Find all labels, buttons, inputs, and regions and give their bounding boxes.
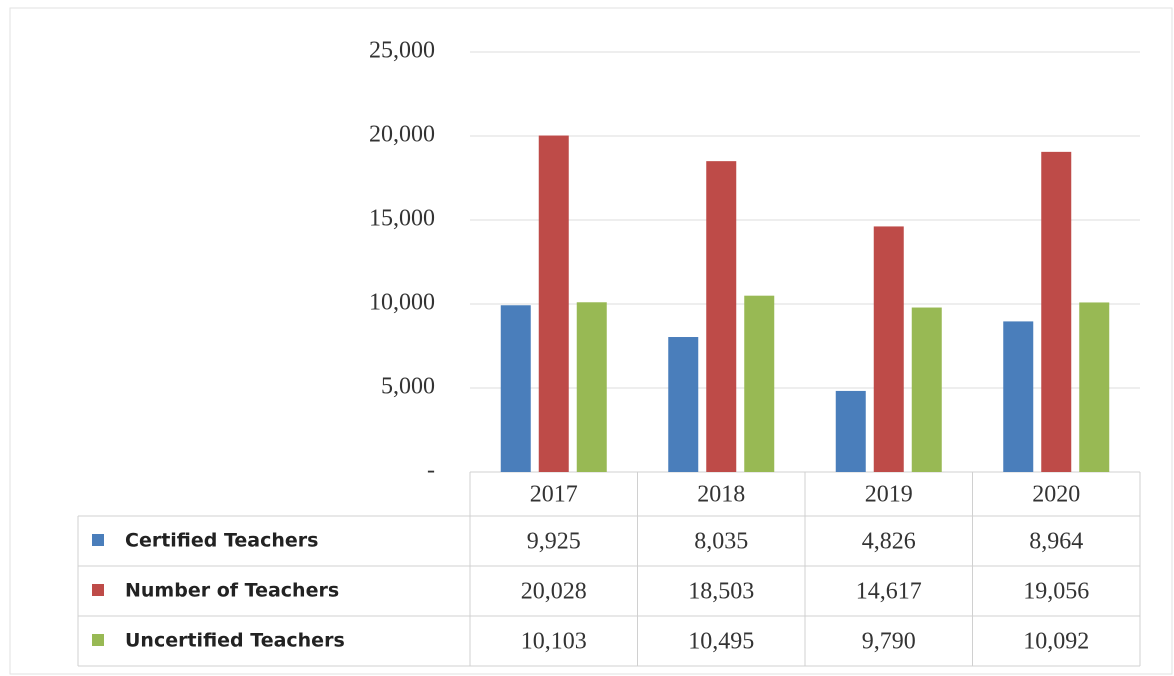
legend-label: Uncertified Teachers [125, 630, 345, 652]
table-value: 9,790 [862, 629, 916, 655]
bar [500, 305, 531, 472]
y-tick-label: 5,000 [381, 374, 435, 400]
bar [873, 226, 904, 472]
bar [538, 135, 569, 472]
table-value: 10,092 [1023, 629, 1089, 655]
x-tick-label: 2018 [697, 482, 745, 508]
bar [576, 302, 607, 472]
legend-swatch [92, 634, 104, 646]
x-tick-label: 2017 [530, 482, 578, 508]
bar [1003, 321, 1034, 472]
legend-label: Number of Teachers [125, 580, 339, 602]
table-value: 18,503 [688, 579, 754, 605]
y-tick-label: - [427, 458, 435, 484]
y-tick-label: 20,000 [369, 122, 435, 148]
x-tick-label: 2020 [1032, 482, 1080, 508]
table-value: 10,495 [688, 629, 754, 655]
table-value: 20,028 [521, 579, 587, 605]
legend-label: Certified Teachers [125, 530, 318, 552]
table-value: 8,035 [694, 529, 748, 555]
table-value: 19,056 [1023, 579, 1089, 605]
table-value: 10,103 [521, 629, 587, 655]
bar [835, 390, 866, 472]
table-value: 4,826 [862, 529, 916, 555]
x-tick-label: 2019 [865, 482, 913, 508]
y-tick-label: 15,000 [369, 206, 435, 232]
table-value: 8,964 [1029, 529, 1083, 555]
bar [668, 337, 699, 472]
bar [1079, 302, 1110, 472]
bar [1041, 151, 1072, 473]
table-value: 14,617 [856, 579, 922, 605]
legend-swatch [92, 534, 104, 546]
table-value: 9,925 [527, 529, 581, 555]
chart-frame [9, 7, 1173, 675]
y-tick-label: 10,000 [369, 290, 435, 316]
bar [744, 295, 775, 472]
bar [706, 161, 737, 472]
bar [911, 307, 942, 472]
y-tick-label: 25,000 [369, 38, 435, 64]
legend-swatch [92, 584, 104, 596]
